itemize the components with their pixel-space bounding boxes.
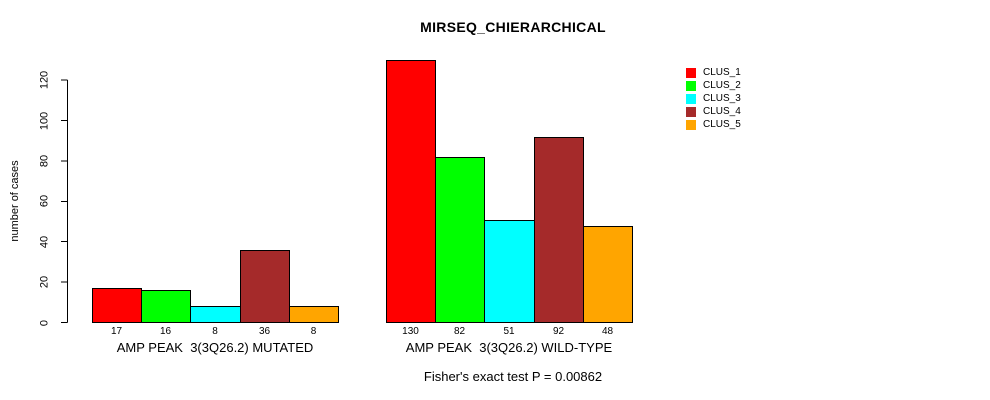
bar-clus_3-group2 [484, 220, 535, 323]
legend: CLUS_1 CLUS_2 CLUS_3 CLUS_4 CLUS_5 [686, 66, 741, 131]
bar-value-label: 16 [159, 326, 172, 337]
y-tick-label-100: 100 [38, 111, 51, 130]
y-tick-label-80: 80 [38, 154, 51, 168]
legend-swatch-icon [686, 80, 696, 91]
bar-value-label: 82 [453, 326, 466, 337]
y-tick-label-0: 0 [38, 319, 51, 326]
bar-clus_5-group2 [583, 226, 633, 323]
legend-item-clus_1: CLUS_1 [686, 66, 741, 79]
bar-clus_2-group1 [141, 290, 191, 323]
bar-value-label: 8 [310, 326, 317, 337]
bar-clus_1-group2 [386, 60, 436, 323]
bar-value-label: 48 [601, 326, 614, 337]
legend-label: CLUS_4 [703, 106, 741, 117]
legend-swatch-icon [686, 67, 696, 78]
bar-value-label: 130 [402, 326, 419, 337]
legend-item-clus_4: CLUS_4 [686, 105, 741, 118]
legend-item-clus_5: CLUS_5 [686, 118, 741, 131]
legend-swatch-icon [686, 119, 696, 130]
bar-value-label: 17 [110, 326, 123, 337]
y-tick-label-40: 40 [38, 235, 51, 248]
y-tick-label-120: 120 [38, 71, 51, 90]
legend-label: CLUS_3 [703, 93, 741, 104]
bar-value-label: 51 [503, 326, 515, 337]
bar-clus_1-group1 [92, 288, 142, 323]
legend-label: CLUS_2 [703, 80, 741, 91]
bar-value-label: 8 [212, 326, 218, 337]
y-tick-label-60: 60 [38, 195, 51, 208]
chart-title: MIRSEQ_CHIERARCHICAL [420, 19, 606, 35]
y-tick-label-20: 20 [38, 275, 51, 289]
caption: Fisher's exact test P = 0.00862 [423, 369, 603, 384]
legend-item-clus_3: CLUS_3 [686, 92, 741, 105]
category-label-group2: AMP PEAK 3(3Q26.2) WILD-TYPE [405, 340, 613, 355]
bar-value-label: 36 [258, 326, 271, 337]
bar-clus_3-group1 [190, 306, 241, 323]
legend-label: CLUS_5 [703, 119, 741, 130]
bar-clus_4-group1 [240, 250, 290, 323]
bar-value-label: 92 [552, 326, 565, 337]
bar-clus_5-group1 [289, 306, 339, 323]
legend-item-clus_2: CLUS_2 [686, 79, 741, 92]
legend-label: CLUS_1 [703, 67, 741, 78]
bar-clus_4-group2 [534, 137, 584, 323]
bar-clus_2-group2 [435, 157, 485, 323]
legend-swatch-icon [686, 93, 696, 104]
legend-swatch-icon [686, 106, 696, 117]
category-label-group1: AMP PEAK 3(3Q26.2) MUTATED [116, 340, 314, 355]
